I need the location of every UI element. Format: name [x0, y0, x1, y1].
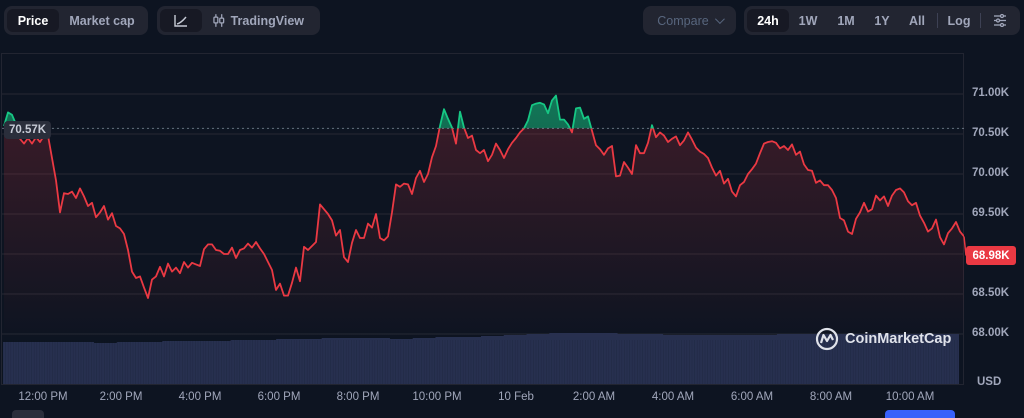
plot-frame: [1, 53, 964, 385]
tab-market-cap[interactable]: Market cap: [69, 13, 135, 28]
candlestick-icon: [213, 14, 225, 27]
x-tick-label: 2:00 AM: [572, 391, 616, 403]
line-chart-icon: [174, 14, 187, 27]
y-tick-label: 71.00K: [972, 87, 1010, 99]
x-tick-label: 8:00 PM: [336, 391, 380, 403]
chart-settings-button[interactable]: [983, 9, 1017, 32]
range-1m[interactable]: 1M: [837, 13, 855, 28]
x-tick-label: 4:00 PM: [178, 391, 222, 403]
x-tick-label: 2:00 PM: [99, 391, 143, 403]
chart-view-toggle: TradingView: [157, 6, 320, 35]
x-tick-label: 6:00 AM: [730, 391, 774, 403]
divider: [937, 13, 938, 28]
range-24h[interactable]: 24h: [747, 9, 789, 32]
coinmarketcap-logo: CoinMarketCap: [815, 327, 951, 351]
tradingview-button[interactable]: TradingView: [202, 9, 314, 32]
compare-dropdown[interactable]: Compare: [643, 6, 736, 35]
price-area: [4, 95, 964, 340]
brand-name: CoinMarketCap: [845, 331, 952, 347]
coinmarketcap-icon: [815, 327, 839, 351]
range-all[interactable]: All: [909, 13, 925, 28]
range-1y[interactable]: 1Y: [874, 13, 890, 28]
tradingview-label: TradingView: [230, 13, 304, 28]
price-line: [3, 94, 967, 299]
current-price-tag: 68.98K: [966, 246, 1016, 265]
x-tick-label: 10:00 PM: [412, 391, 462, 403]
log-scale-toggle[interactable]: Log: [947, 13, 971, 28]
y-tick-label: 68.00K: [972, 327, 1010, 339]
range-1w[interactable]: 1W: [798, 13, 818, 28]
volume-bars: [2, 333, 959, 384]
scroll-handle-left[interactable]: [12, 410, 44, 418]
compare-label: Compare: [657, 13, 709, 28]
sliders-icon: [994, 14, 1006, 27]
x-tick-label: 12:00 PM: [18, 391, 68, 403]
x-tick-label: 6:00 PM: [257, 391, 301, 403]
x-tick-label: 10 Feb: [498, 391, 534, 403]
x-tick-label: 4:00 AM: [651, 391, 695, 403]
y-tick-label: 68.50K: [972, 287, 1010, 299]
tab-price[interactable]: Price: [7, 9, 59, 32]
y-tick-label: 70.00K: [972, 167, 1010, 179]
x-tick-label: 8:00 AM: [809, 391, 853, 403]
range-selector: 24h 1W 1M 1Y All Log: [744, 6, 1020, 35]
divider: [980, 13, 981, 28]
x-tick-label: 10:00 AM: [885, 391, 935, 403]
line-view-button[interactable]: [160, 9, 202, 32]
baseline-price-tag: 70.57K: [4, 121, 52, 139]
chart-type-toggle: Price Market cap: [4, 6, 148, 35]
currency-label: USD: [977, 376, 1002, 388]
y-tick-label: 69.50K: [972, 207, 1010, 219]
scroll-handle-right[interactable]: [885, 410, 955, 418]
y-tick-label: 70.50K: [972, 127, 1010, 139]
